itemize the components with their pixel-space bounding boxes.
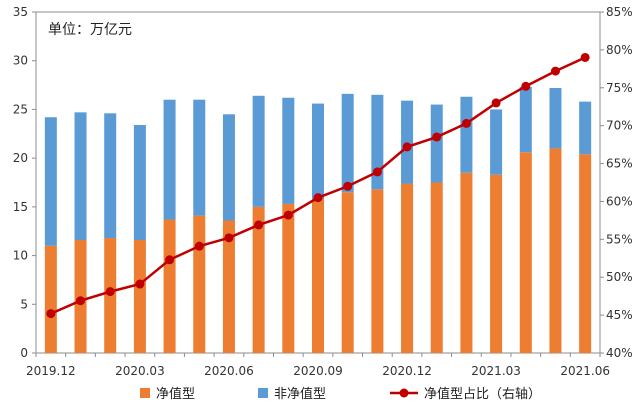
- y-right-tick-label: 65%: [606, 157, 633, 171]
- x-tick-label: 2019.12: [26, 364, 76, 378]
- y-right-tick-label: 55%: [606, 232, 633, 246]
- bar-fei-jingzhi: [371, 94, 384, 190]
- legend-swatch: [258, 388, 268, 398]
- bar-jingzhi: [44, 245, 57, 353]
- line-point: [402, 142, 412, 152]
- bar-fei-jingzhi: [133, 125, 146, 240]
- line-point: [550, 66, 560, 76]
- bar-fei-jingzhi: [519, 87, 532, 153]
- bar-jingzhi: [252, 206, 265, 353]
- line-point: [461, 118, 471, 128]
- bar-fei-jingzhi: [282, 97, 295, 204]
- line-point: [521, 81, 531, 91]
- bar-fei-jingzhi: [193, 99, 206, 216]
- legend-label: 净值型: [156, 386, 195, 402]
- line-point: [194, 241, 204, 251]
- bar-fei-jingzhi: [460, 96, 473, 173]
- bar-jingzhi: [163, 219, 176, 353]
- y-right-tick-label: 40%: [606, 346, 633, 360]
- line-point: [165, 255, 175, 265]
- legend-swatch: [140, 388, 150, 398]
- y-right-tick-label: 60%: [606, 194, 633, 208]
- bar-jingzhi: [519, 152, 532, 353]
- bar-jingzhi: [371, 189, 384, 353]
- bar-jingzhi: [133, 239, 146, 353]
- bar-jingzhi: [549, 148, 562, 353]
- line-point: [105, 287, 115, 297]
- line-point: [135, 279, 145, 289]
- plot-area: 0 5 10 15 20 25 30 35 40% 45% 50% 55% 60% 65% 70% 75% 80…: [13, 5, 633, 378]
- line-point: [580, 52, 590, 62]
- y-right-tick-label: 85%: [606, 5, 633, 19]
- line-point: [76, 296, 86, 306]
- bar-fei-jingzhi: [163, 99, 176, 220]
- bar-fei-jingzhi: [222, 114, 235, 221]
- line-point: [432, 132, 442, 142]
- y-left-tick-label: 25: [13, 102, 28, 116]
- x-tick-label: 2021.03: [471, 364, 521, 378]
- y-right-tick-label: 75%: [606, 81, 633, 95]
- y-right-tick-label: 80%: [606, 43, 633, 57]
- y-right-tick-label: 50%: [606, 270, 633, 284]
- legend-line-marker: [399, 388, 409, 398]
- bar-fei-jingzhi: [104, 113, 117, 239]
- y-left-tick-label: 15: [13, 200, 28, 214]
- bar-fei-jingzhi: [549, 87, 562, 149]
- bar-fei-jingzhi: [401, 100, 414, 184]
- bar-fei-jingzhi: [44, 117, 57, 246]
- legend: 净值型 非净值型 净值型占比（右轴）: [140, 386, 541, 402]
- x-tick-label: 2020.12: [382, 364, 432, 378]
- line-point: [224, 233, 234, 243]
- bar-jingzhi: [401, 183, 414, 353]
- bar-jingzhi: [430, 182, 443, 353]
- y-left-tick-label: 35: [13, 5, 28, 19]
- y-right-tick-label: 45%: [606, 308, 633, 322]
- bar-fei-jingzhi: [341, 93, 354, 193]
- y-left-tick-label: 20: [13, 151, 28, 165]
- legend-label: 非净值型: [274, 386, 326, 402]
- bar-fei-jingzhi: [579, 101, 592, 155]
- x-tick-label: 2020.09: [293, 364, 343, 378]
- bar-jingzhi: [222, 220, 235, 353]
- line-point: [254, 220, 264, 230]
- bar-jingzhi: [460, 172, 473, 353]
- bar-fei-jingzhi: [430, 104, 443, 183]
- line-point: [313, 193, 323, 203]
- y-right-tick-label: 70%: [606, 119, 633, 133]
- x-tick-label: 2020.06: [204, 364, 254, 378]
- line-point: [343, 181, 353, 191]
- bar-fei-jingzhi: [490, 109, 503, 175]
- bar-jingzhi: [341, 192, 354, 353]
- bar-fei-jingzhi: [252, 95, 265, 207]
- bar-fei-jingzhi: [312, 103, 324, 200]
- line-point: [491, 98, 501, 108]
- bar-jingzhi: [282, 203, 295, 353]
- line-point: [372, 167, 382, 177]
- line-point: [46, 309, 56, 319]
- bar-fei-jingzhi: [74, 112, 87, 240]
- y-left-tick-label: 30: [13, 54, 28, 68]
- bar-jingzhi: [312, 199, 324, 353]
- bar-jingzhi: [579, 154, 592, 353]
- y-left-tick-label: 10: [13, 249, 28, 263]
- legend-label: 净值型占比（右轴）: [424, 386, 541, 402]
- y-left-tick-label: 0: [20, 346, 28, 360]
- x-tick-label: 2020.03: [115, 364, 165, 378]
- x-tick-label: 2021.06: [560, 364, 610, 378]
- line-point: [283, 210, 293, 220]
- bar-jingzhi: [193, 215, 206, 353]
- bar-jingzhi: [490, 174, 503, 353]
- unit-label: 单位：万亿元: [48, 22, 132, 38]
- y-left-tick-label: 5: [20, 297, 28, 311]
